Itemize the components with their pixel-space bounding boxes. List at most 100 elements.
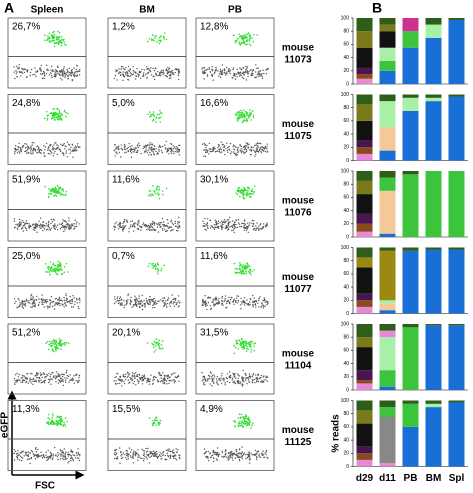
dot	[76, 299, 78, 301]
gate-box	[107, 132, 187, 165]
dot	[26, 146, 28, 148]
dot	[258, 70, 260, 73]
dot	[141, 301, 143, 303]
bar-segment	[379, 70, 396, 84]
dot	[265, 69, 267, 71]
dot	[242, 369, 244, 372]
dot	[24, 223, 26, 225]
dot	[242, 196, 244, 199]
dot	[165, 38, 168, 41]
dot	[39, 226, 41, 229]
dot	[132, 151, 134, 153]
bar-segment	[356, 380, 373, 384]
dot	[123, 148, 126, 150]
bar-segment	[379, 177, 396, 191]
dot	[218, 377, 220, 380]
dot	[158, 36, 161, 39]
dot	[47, 307, 49, 309]
dot	[21, 374, 23, 377]
dot	[143, 72, 145, 74]
dot	[257, 378, 259, 380]
bar-segment	[402, 403, 419, 427]
dot	[177, 230, 179, 232]
dot	[47, 416, 49, 419]
dot	[239, 262, 241, 264]
dot	[143, 146, 146, 149]
dot	[144, 455, 146, 458]
dot	[163, 376, 166, 378]
dot	[206, 144, 208, 147]
dot	[235, 449, 237, 451]
bar-segment	[356, 147, 373, 154]
dot	[51, 344, 54, 347]
dot	[27, 148, 29, 150]
dot	[148, 154, 150, 156]
dot	[33, 300, 35, 302]
dot	[225, 456, 227, 458]
dot	[235, 192, 237, 195]
dot	[240, 297, 242, 300]
dot	[77, 452, 80, 454]
dot	[254, 454, 256, 456]
dot	[63, 306, 65, 308]
dot	[60, 112, 62, 115]
gate-box	[195, 285, 275, 318]
dot	[211, 148, 214, 150]
dot	[224, 153, 226, 156]
dot	[242, 115, 245, 118]
dot	[215, 302, 218, 304]
dot	[248, 341, 250, 344]
dot	[224, 453, 227, 455]
dot	[265, 453, 267, 455]
dot	[134, 226, 136, 228]
dot	[260, 143, 262, 145]
dot	[20, 224, 22, 226]
dot	[41, 300, 43, 302]
mouse-label: mouse	[282, 425, 315, 436]
dot	[121, 73, 124, 75]
dot	[52, 413, 54, 415]
gate-box	[107, 438, 187, 471]
dot	[173, 451, 175, 454]
dot	[127, 150, 129, 153]
dot	[51, 37, 54, 39]
dot	[167, 70, 169, 72]
dot	[223, 149, 225, 152]
dot	[152, 150, 154, 153]
dot	[50, 378, 52, 380]
dot	[71, 223, 73, 225]
dot	[41, 73, 44, 75]
dot	[54, 271, 57, 273]
dot	[142, 222, 145, 224]
dot	[31, 144, 33, 146]
dot	[248, 265, 251, 268]
dot	[43, 71, 45, 73]
dot	[228, 455, 230, 457]
y-tick-label: 0	[346, 234, 349, 240]
dot	[243, 417, 245, 420]
dot	[23, 71, 26, 74]
dot	[255, 306, 257, 308]
dot	[36, 299, 38, 301]
dot	[207, 457, 209, 459]
dot	[266, 146, 268, 148]
dot	[241, 446, 243, 448]
dot	[221, 297, 223, 299]
dot	[25, 220, 28, 222]
dot	[30, 382, 32, 384]
dot	[218, 301, 221, 304]
dot	[115, 452, 118, 454]
dot	[245, 263, 248, 265]
dot	[22, 380, 24, 382]
dot	[34, 227, 36, 230]
dot	[243, 113, 245, 115]
dot	[70, 457, 72, 460]
dot	[252, 73, 254, 75]
dot	[159, 145, 161, 148]
dot	[36, 377, 38, 379]
dot	[41, 373, 43, 376]
dot	[204, 302, 206, 304]
dot	[230, 376, 232, 378]
dot	[67, 455, 70, 457]
dot	[47, 374, 49, 377]
